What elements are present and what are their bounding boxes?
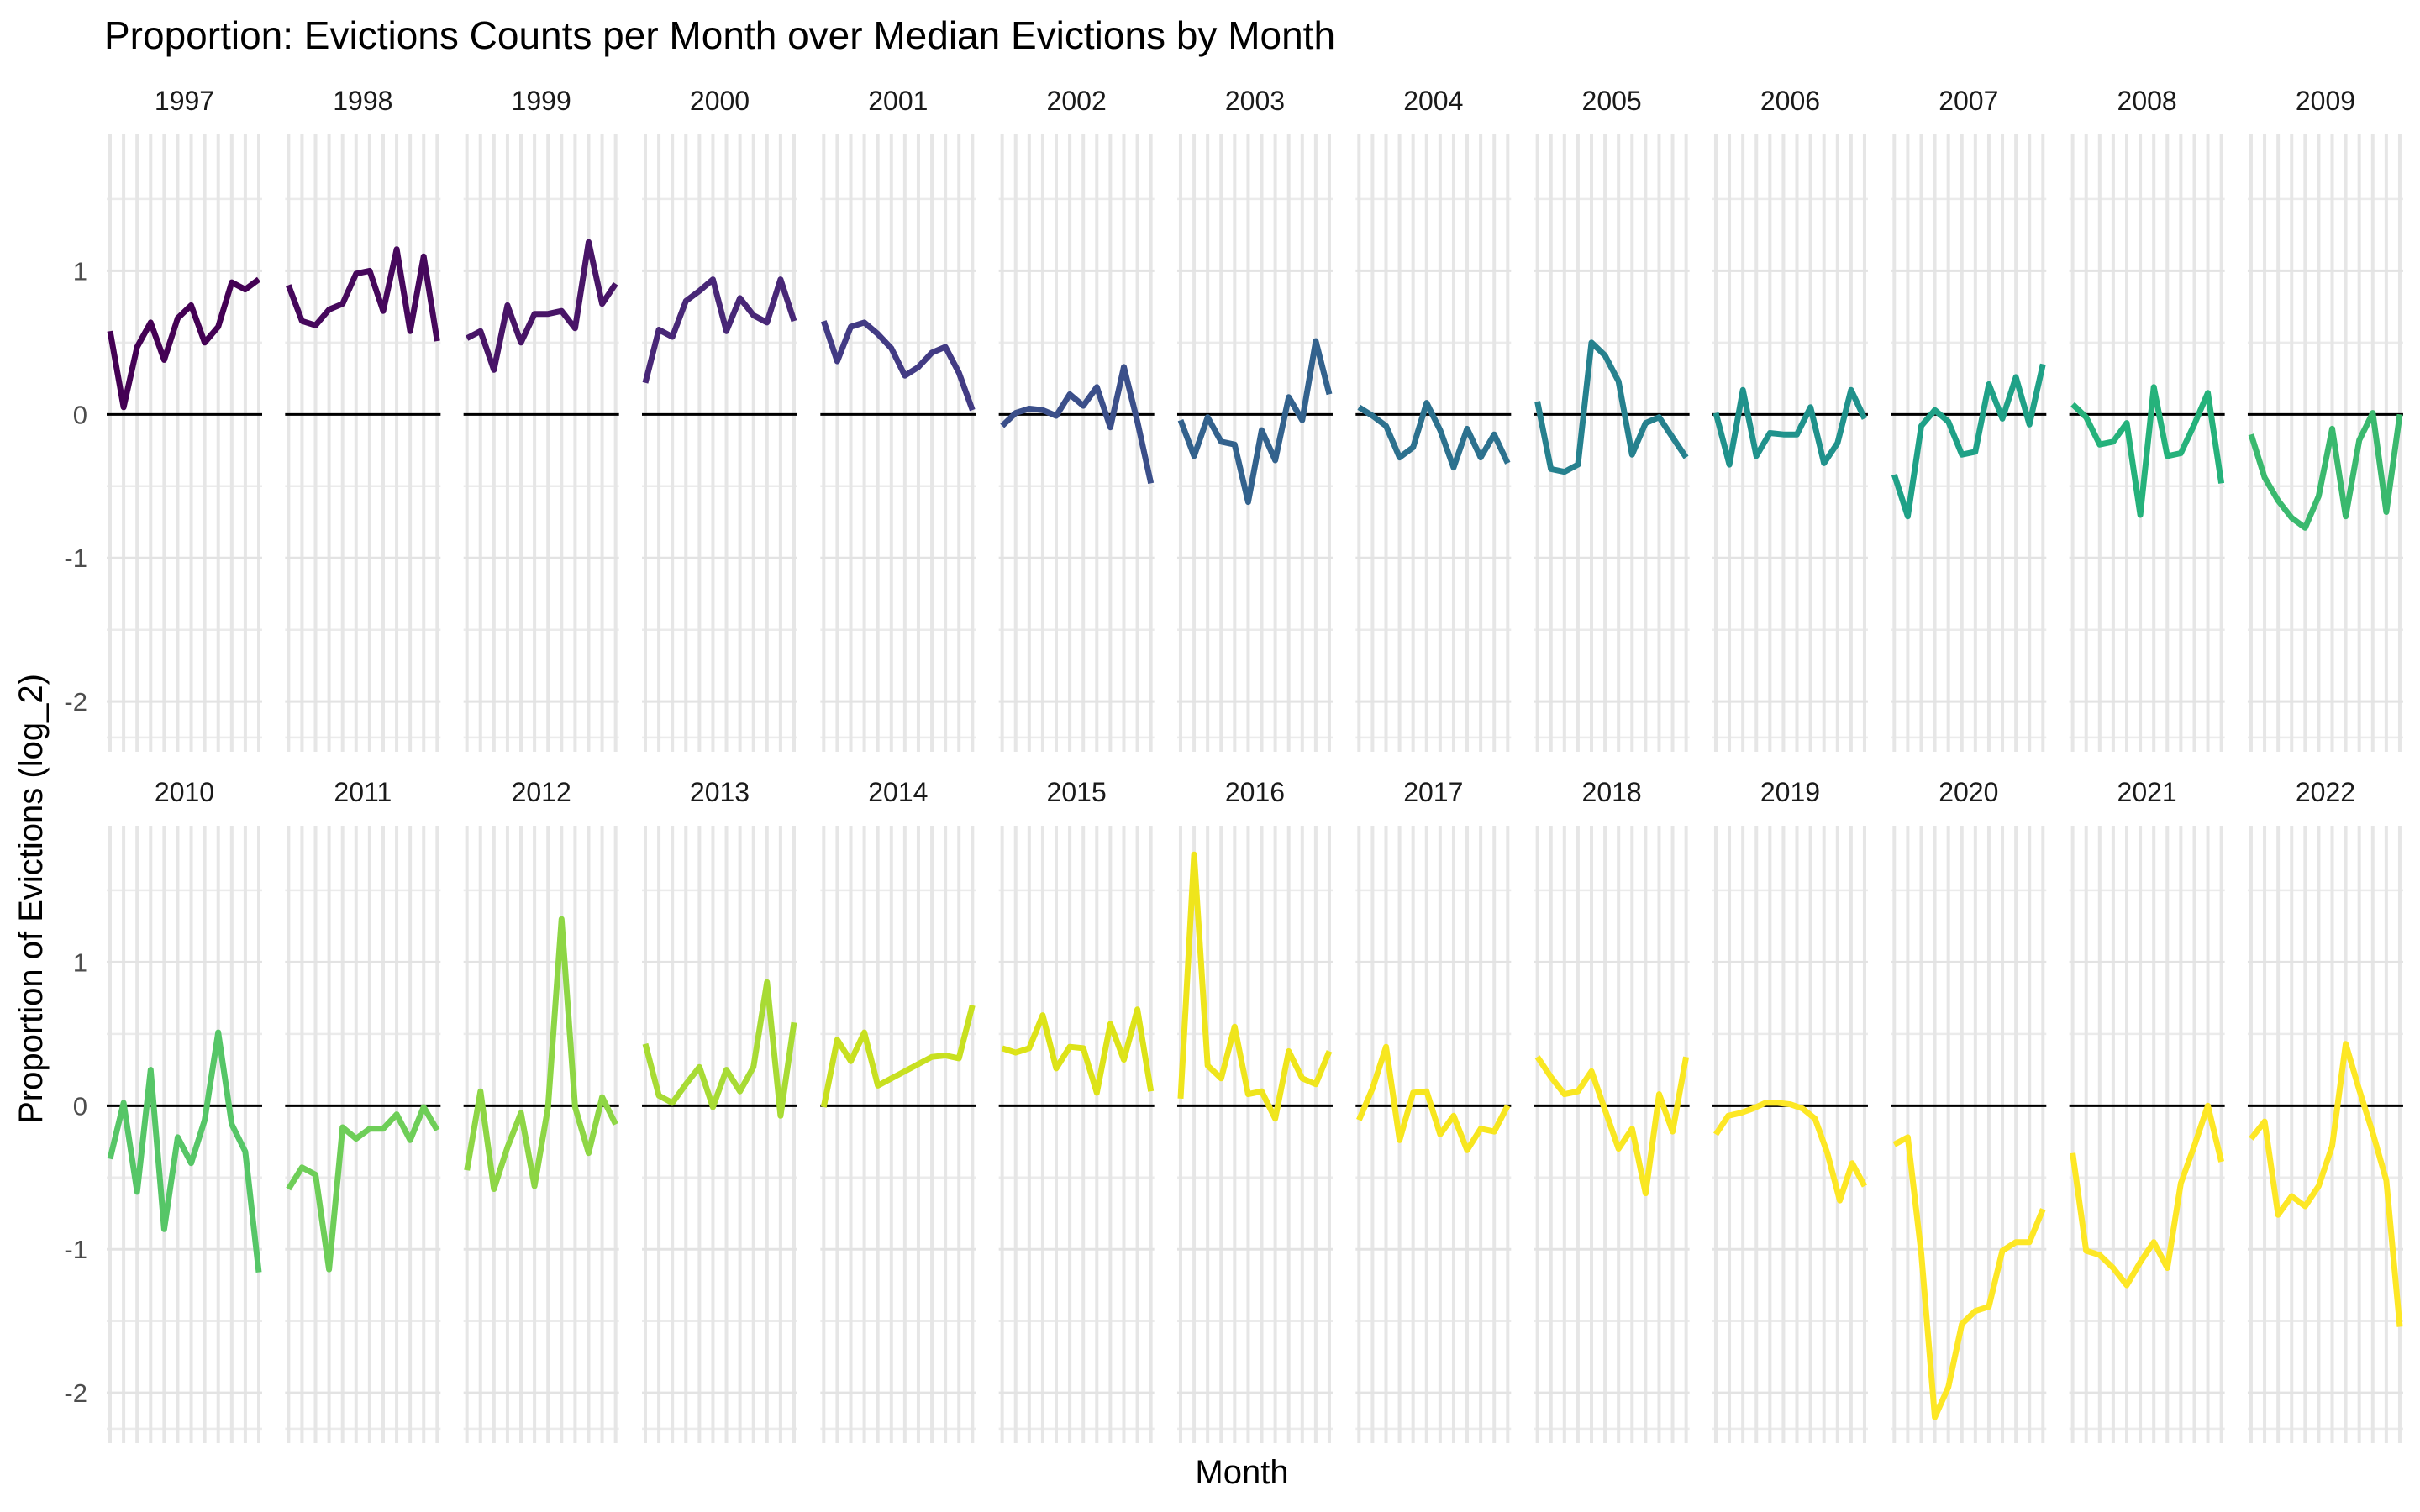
facet-label: 2014 xyxy=(868,777,928,807)
y-tick-label: 1 xyxy=(73,256,87,286)
series-line xyxy=(1892,1134,2046,1420)
series-line xyxy=(820,1004,976,1108)
series-line xyxy=(107,1029,262,1273)
facet-panel: 2008 xyxy=(2069,86,2225,752)
facet-label: 2007 xyxy=(1939,86,1998,116)
series-line xyxy=(286,1104,440,1273)
series-line xyxy=(107,276,261,411)
facet-panel: 2005 xyxy=(1534,86,1690,752)
facet-panel: 2007 xyxy=(1891,86,2047,752)
facet-panel: 2021 xyxy=(2069,777,2225,1443)
series-line xyxy=(2248,410,2403,531)
facet-label: 2016 xyxy=(1225,777,1285,807)
facet-label: 2021 xyxy=(2118,777,2177,807)
facet-panel: 1998 xyxy=(285,86,441,752)
facet-label: 2005 xyxy=(1582,86,1642,116)
series-line xyxy=(464,916,618,1192)
facet-panel: 1999 xyxy=(463,86,619,752)
y-tick-label: -1 xyxy=(64,543,87,573)
facet-label: 1999 xyxy=(512,86,571,116)
facet-panel: 2011 xyxy=(285,777,441,1443)
facet-label: 2017 xyxy=(1403,777,1463,807)
series-line xyxy=(2249,1041,2403,1327)
facet-label: 1997 xyxy=(155,86,214,116)
facet-panel: 2001 xyxy=(820,86,976,752)
series-line xyxy=(1712,386,1868,468)
facet-label: 2018 xyxy=(1582,777,1642,807)
y-tick-label: -2 xyxy=(64,1378,87,1408)
facet-label: 2012 xyxy=(512,777,571,807)
series-line xyxy=(1001,1006,1155,1096)
series-line xyxy=(1534,1055,1690,1197)
facet-panel: 2000 xyxy=(641,86,797,752)
series-line xyxy=(1891,363,2046,520)
y-tick-label: 0 xyxy=(73,400,87,429)
series-line xyxy=(2070,1102,2225,1289)
facet-panel: 2009 xyxy=(2247,86,2403,752)
series-line xyxy=(1713,1100,1868,1204)
y-tick-label: -2 xyxy=(64,687,87,717)
series-line xyxy=(642,979,797,1119)
series-line xyxy=(466,239,618,373)
facet-label: 2022 xyxy=(2296,777,2355,807)
facet-panel: 2018 xyxy=(1534,777,1690,1443)
facet-label: 2001 xyxy=(868,86,928,116)
facet-panel: 2016 xyxy=(1176,777,1333,1443)
facet-panel: 2012 xyxy=(463,777,619,1443)
facet-label: 2020 xyxy=(1939,777,1998,807)
y-tick-label: 1 xyxy=(73,948,87,977)
facet-label: 2008 xyxy=(2118,86,2177,116)
facet-panel: 2017 xyxy=(1355,777,1512,1443)
series-line xyxy=(1177,338,1333,506)
y-axis-title: Proportion of Evictions (log_2) xyxy=(13,674,50,1124)
facet-panels: 1997 1998 1999 2000 2001 2002 2003 2004 2005 2006… xyxy=(107,86,2403,1443)
facet-label: 2011 xyxy=(334,777,392,807)
x-axis-title: Month xyxy=(1195,1454,1288,1491)
facet-label: 2000 xyxy=(690,86,750,116)
facet-panel: 2019 xyxy=(1712,777,1868,1443)
facet-label: 2015 xyxy=(1047,777,1107,807)
facet-panel: 2010 xyxy=(107,777,262,1443)
facet-label: 2004 xyxy=(1403,86,1463,116)
facet-panel: 2004 xyxy=(1355,86,1512,752)
facet-panel: 2006 xyxy=(1712,86,1868,752)
series-line xyxy=(1177,851,1333,1122)
series-line xyxy=(2070,384,2225,518)
facet-panel: 1997 xyxy=(107,86,262,752)
facet-label: 2006 xyxy=(1760,86,1820,116)
facet-panel: 2014 xyxy=(820,777,976,1443)
series-line xyxy=(820,319,976,412)
facet-label: 2009 xyxy=(2296,86,2355,116)
facet-label: 2003 xyxy=(1225,86,1285,116)
series-line xyxy=(1356,1043,1511,1153)
facet-panel: 2002 xyxy=(998,86,1155,752)
series-line xyxy=(286,246,440,342)
facet-label: 1998 xyxy=(333,86,392,116)
facet-label: 2013 xyxy=(690,777,750,807)
series-line xyxy=(1534,339,1689,475)
facet-panel: 2022 xyxy=(2247,777,2403,1443)
chart-title: Proportion: Evictions Counts per Month o… xyxy=(104,13,1335,57)
facet-panel: 2020 xyxy=(1891,777,2047,1443)
y-axes: -2 -1 0 1 -2 -1 0 1 xyxy=(64,256,87,1408)
facet-panel: 2013 xyxy=(641,777,797,1443)
y-tick-label: -1 xyxy=(64,1235,87,1264)
series-line xyxy=(1357,400,1511,471)
facet-label: 2019 xyxy=(1760,777,1820,807)
facet-panel: 2003 xyxy=(1176,86,1333,752)
facet-label: 2002 xyxy=(1047,86,1107,116)
y-tick-label: 0 xyxy=(73,1091,87,1121)
facet-label: 2010 xyxy=(155,777,214,807)
facet-panel: 2015 xyxy=(998,777,1155,1443)
series-line xyxy=(1000,364,1155,485)
series-line xyxy=(642,276,797,384)
